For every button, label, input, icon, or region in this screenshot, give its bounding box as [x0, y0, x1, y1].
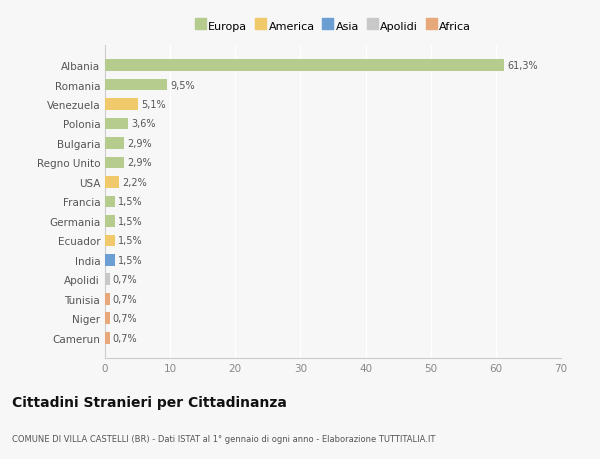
Text: 1,5%: 1,5% [118, 236, 143, 246]
Bar [105, 177, 119, 188]
Text: 0,7%: 0,7% [113, 313, 137, 324]
Text: 1,5%: 1,5% [118, 197, 143, 207]
Text: 3,6%: 3,6% [132, 119, 156, 129]
Text: 5,1%: 5,1% [142, 100, 166, 110]
Bar [105, 293, 110, 305]
Bar [105, 99, 138, 111]
Bar [105, 157, 124, 169]
Bar [105, 79, 167, 91]
Text: Cittadini Stranieri per Cittadinanza: Cittadini Stranieri per Cittadinanza [12, 395, 287, 409]
Text: 2,2%: 2,2% [122, 178, 148, 188]
Bar [105, 254, 115, 266]
Text: 0,7%: 0,7% [113, 333, 137, 343]
Text: 0,7%: 0,7% [113, 274, 137, 285]
Text: 9,5%: 9,5% [170, 80, 195, 90]
Bar [105, 235, 115, 246]
Bar [105, 196, 115, 208]
Bar [105, 118, 128, 130]
Text: 0,7%: 0,7% [113, 294, 137, 304]
Bar [105, 313, 110, 325]
Bar [105, 60, 505, 72]
Bar [105, 332, 110, 344]
Text: 61,3%: 61,3% [508, 61, 538, 71]
Legend: Europa, America, Asia, Apolidi, Africa: Europa, America, Asia, Apolidi, Africa [193, 20, 473, 34]
Text: 2,9%: 2,9% [127, 158, 152, 168]
Text: 1,5%: 1,5% [118, 255, 143, 265]
Text: 2,9%: 2,9% [127, 139, 152, 149]
Text: 1,5%: 1,5% [118, 216, 143, 226]
Text: COMUNE DI VILLA CASTELLI (BR) - Dati ISTAT al 1° gennaio di ogni anno - Elaboraz: COMUNE DI VILLA CASTELLI (BR) - Dati IST… [12, 434, 436, 442]
Bar [105, 274, 110, 285]
Bar [105, 216, 115, 227]
Bar [105, 138, 124, 150]
